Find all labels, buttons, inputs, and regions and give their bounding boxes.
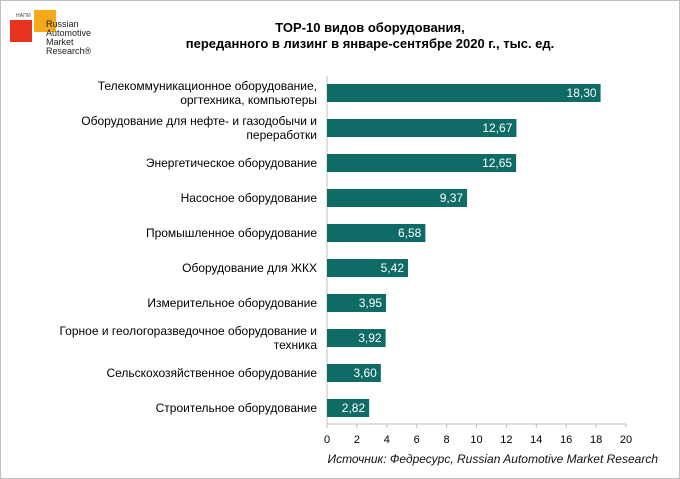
chart-title-line: переданного в лизинг в январе-сентябре 2… (185, 36, 555, 51)
category-label: Насосное оборудование (181, 191, 318, 205)
x-tick-label: 18 (590, 434, 602, 446)
bar-value-label: 3,60 (353, 366, 377, 380)
source-note: Источник: Федресурс, Russian Automotive … (327, 452, 658, 466)
logo-brand: Russian Automotive Market Research® (46, 20, 91, 56)
bar (327, 294, 387, 312)
x-tick-label: 2 (354, 434, 360, 446)
x-tick-label: 16 (560, 434, 572, 446)
logo-line: Automotive (46, 28, 92, 38)
bar-value-label: 12,65 (482, 156, 512, 170)
category-label: Строительное оборудование (156, 401, 318, 415)
bar (327, 259, 409, 277)
bar (327, 189, 468, 207)
bar-value-label: 3,92 (358, 331, 382, 345)
bar-value-label: 6,58 (398, 226, 422, 240)
bar-value-label: 2,82 (342, 401, 366, 415)
bar-value-label: 18,30 (567, 86, 597, 100)
category-label: Промышленное оборудование (146, 226, 317, 240)
x-tick-label: 6 (414, 434, 420, 446)
bar (327, 154, 517, 172)
logo-line: Research® (46, 46, 92, 56)
x-tick-label: 10 (470, 434, 482, 446)
bar (327, 224, 426, 242)
category-label: переработки (246, 128, 317, 142)
category-label: техника (274, 338, 318, 352)
bar-value-label: 9,37 (440, 191, 464, 205)
x-tick-label: 4 (384, 434, 390, 446)
category-label: Горное и геологоразведочное оборудование… (59, 324, 317, 338)
x-tick-label: 20 (620, 434, 632, 446)
x-tick-label: 8 (444, 434, 450, 446)
bar (327, 364, 381, 382)
category-label: Энергетическое оборудование (146, 156, 317, 170)
bar (327, 329, 386, 347)
bar (327, 399, 370, 417)
chart-title: ТОР-10 видов оборудования, переданного в… (150, 20, 590, 52)
category-label: Оборудование для ЖКХ (182, 261, 317, 275)
category-label: Телекоммуникационное оборудование, (98, 79, 317, 93)
bar-value-label: 12,67 (482, 121, 512, 135)
logo-tag: НАПИ (16, 13, 31, 19)
logo-line: Russian (46, 19, 79, 29)
bar-value-label: 3,95 (359, 296, 383, 310)
logo: НАПИ Russian Automotive Market Research® (6, 6, 96, 66)
bar-value-label: 5,42 (381, 261, 405, 275)
chart-title-line: ТОР-10 видов оборудования, (275, 20, 465, 35)
x-tick-label: 14 (530, 434, 542, 446)
category-label: Измерительное оборудование (147, 296, 317, 310)
x-tick-label: 0 (324, 434, 330, 446)
x-tick-label: 12 (500, 434, 512, 446)
bar (327, 119, 517, 137)
logo-line: Market (46, 37, 74, 47)
category-label: оргтехника, компьютеры (180, 93, 317, 107)
category-label: Сельскохозяйственное оборудование (106, 366, 317, 380)
logo-yellow-square (34, 10, 56, 32)
bar (327, 84, 601, 102)
category-label: Оборудование для нефте- и газодобычи и (81, 114, 317, 128)
logo-red-square (10, 20, 32, 42)
